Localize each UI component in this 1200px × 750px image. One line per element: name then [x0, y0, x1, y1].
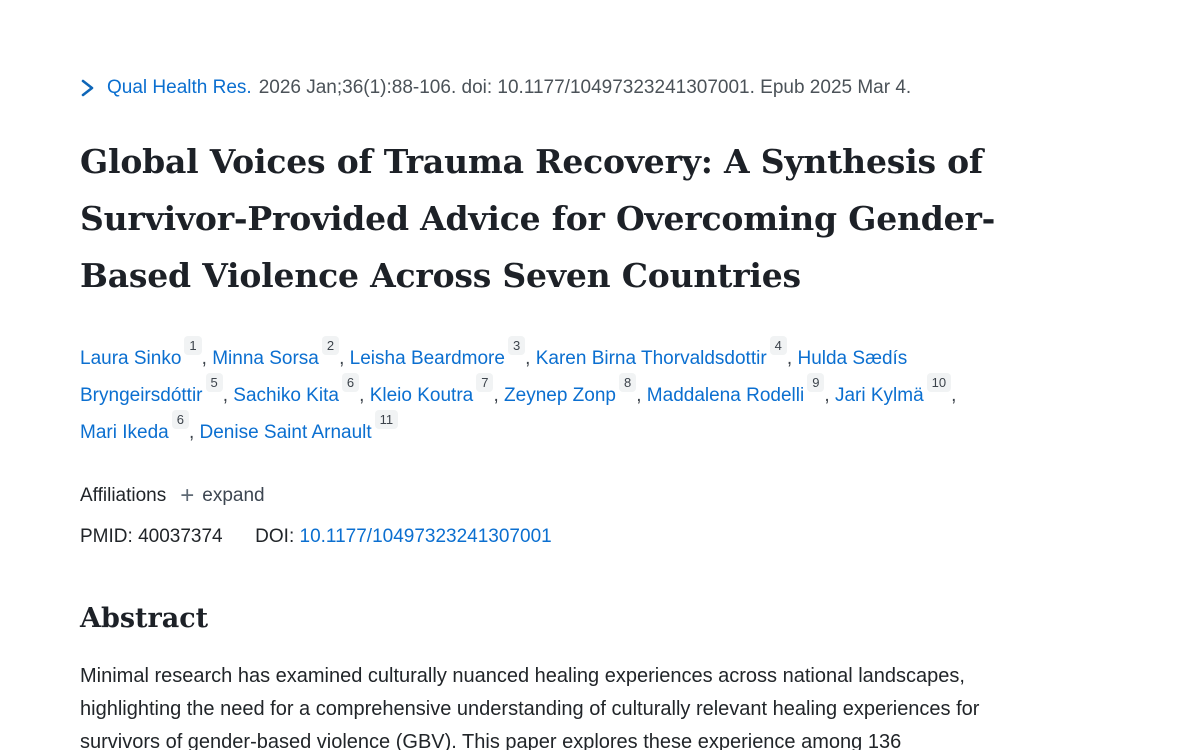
author-list: Laura Sinko1, Minna Sorsa2, Leisha Beard… — [80, 335, 960, 451]
article-title: Global Voices of Trauma Recovery: A Synt… — [80, 142, 996, 295]
citation-line: Qual Health Res. 2026 Jan;36(1):88-106. … — [80, 76, 1144, 100]
abstract-text: Minimal research has examined culturally… — [80, 665, 980, 750]
author-link[interactable]: Maddalena Rodelli — [646, 385, 805, 406]
author-separator: , — [493, 385, 505, 406]
author-affiliation-number[interactable]: 8 — [619, 372, 637, 392]
author-link[interactable]: Jari Kylmä — [834, 385, 924, 406]
doi-link[interactable]: 10.1177/10497323241307001 — [299, 526, 552, 547]
chevron-right-icon[interactable] — [80, 78, 95, 98]
author-affiliation-number[interactable]: 2 — [321, 335, 340, 355]
affiliations-label: Affiliations — [80, 485, 167, 506]
author-separator: , — [824, 385, 835, 406]
author-link[interactable]: Sachiko Kita — [233, 385, 339, 406]
author-link[interactable]: Leisha Beardmore — [349, 348, 505, 369]
author-separator: , — [222, 385, 234, 406]
author-separator: , — [951, 385, 957, 406]
affiliations-expand-button[interactable]: + expand — [180, 482, 265, 509]
author-separator: , — [359, 385, 370, 406]
journal-link[interactable]: Qual Health Res. — [107, 77, 252, 98]
author-link[interactable]: Mari Ikeda — [80, 422, 169, 443]
abstract-heading: Abstract — [80, 603, 209, 634]
pmid-value: 40037374 — [138, 526, 223, 547]
affiliations-row: Affiliations + expand — [80, 482, 1144, 509]
author-link[interactable]: Zeynep Zonp — [504, 385, 616, 406]
author-link[interactable]: Hulda Sædís Bryngeirsdóttir — [80, 348, 908, 406]
identifiers-row: PMID: 40037374 DOI: 10.1177/104973232413… — [80, 526, 1144, 548]
author-affiliation-number[interactable]: 9 — [807, 372, 825, 392]
author-separator: , — [786, 348, 798, 369]
author-separator: , — [636, 385, 647, 406]
author-affiliation-number[interactable]: 1 — [184, 335, 202, 355]
citation-details: 2026 Jan;36(1):88-106. doi: 10.1177/1049… — [258, 77, 912, 98]
author-affiliation-number[interactable]: 3 — [507, 335, 526, 355]
author-separator: , — [201, 348, 213, 369]
author-separator: , — [188, 422, 200, 443]
author-link[interactable]: Minna Sorsa — [212, 348, 319, 369]
doi-label: DOI: — [255, 526, 295, 547]
expand-label: expand — [202, 485, 265, 506]
author-affiliation-number[interactable]: 6 — [341, 372, 360, 392]
author-affiliation-number[interactable]: 11 — [374, 409, 399, 429]
plus-icon: + — [180, 482, 195, 509]
author-affiliation-number[interactable]: 4 — [769, 335, 787, 355]
author-affiliation-number[interactable]: 10 — [926, 372, 952, 392]
author-link[interactable]: Kleio Koutra — [369, 385, 474, 406]
author-affiliation-number[interactable]: 5 — [205, 372, 223, 392]
pmid-label: PMID: — [80, 526, 133, 547]
author-link[interactable]: Karen Birna Thorvaldsdottir — [535, 348, 767, 369]
author-link[interactable]: Denise Saint Arnault — [199, 422, 372, 443]
author-affiliation-number[interactable]: 7 — [476, 372, 494, 392]
author-separator: , — [339, 348, 350, 369]
author-separator: , — [525, 348, 536, 369]
author-affiliation-number[interactable]: 6 — [171, 409, 189, 429]
author-link[interactable]: Laura Sinko — [80, 348, 182, 369]
